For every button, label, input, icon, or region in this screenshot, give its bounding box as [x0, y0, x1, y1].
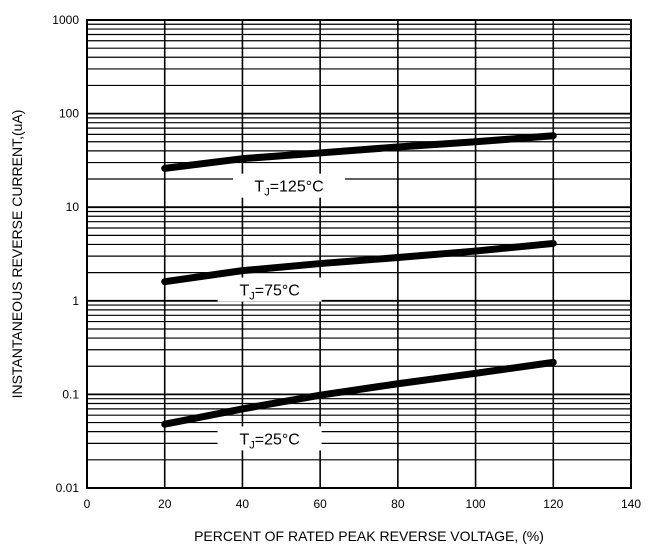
x-tick-label: 80 [391, 497, 405, 511]
x-tick-label: 140 [621, 497, 641, 511]
x-tick-label: 0 [84, 497, 91, 511]
y-tick-label: 0.1 [62, 387, 79, 401]
plot-frame [86, 19, 632, 489]
x-tick-label: 20 [158, 497, 172, 511]
series-group [161, 132, 557, 428]
curve-label: TJ=125°C [254, 179, 323, 199]
curve-label-rest: =125°C [270, 179, 324, 196]
x-axis-label: PERCENT OF RATED PEAK REVERSE VOLTAGE, (… [194, 528, 544, 544]
curve-label-rest: =75°C [255, 283, 300, 300]
series-line [161, 358, 557, 428]
x-tick-label: 100 [466, 497, 486, 511]
x-tick-label: 40 [236, 497, 250, 511]
curve-label: TJ=75°C [239, 283, 299, 303]
curve-label-box [217, 277, 322, 302]
y-tick-label: 0.01 [56, 481, 80, 495]
grid [87, 20, 631, 488]
curve-label-rest: =25°C [255, 431, 300, 448]
tick-labels: 0 20 40 60 80 100 120 140 0.01 0.1 1 10 100 1000 [52, 13, 641, 511]
y-tick-label: 10 [66, 200, 80, 214]
y-axis-label: INSTANTANEOUS REVERSE CURRENT,(uA) [9, 110, 25, 399]
curve-label-main: T [239, 431, 249, 448]
curve-label: TJ=25°C [239, 431, 299, 451]
series-line [161, 132, 557, 172]
curve-label-box [233, 173, 346, 198]
x-tick-label: 120 [543, 497, 563, 511]
curve-label-subscript: J [264, 187, 270, 199]
y-tick-label: 100 [59, 107, 79, 121]
x-tick-label: 60 [313, 497, 327, 511]
curve-label-box [217, 426, 322, 451]
curve-label-main: T [254, 179, 264, 196]
curve-label-subscript: J [249, 291, 255, 303]
curve-label-main: T [239, 283, 249, 300]
y-tick-label: 1000 [52, 13, 79, 27]
series-line [161, 239, 557, 286]
curve-label-subscript: J [249, 439, 255, 451]
y-tick-label: 1 [72, 294, 79, 308]
curve-labels: TJ=125°CTJ=75°CTJ=25°C [217, 173, 346, 451]
